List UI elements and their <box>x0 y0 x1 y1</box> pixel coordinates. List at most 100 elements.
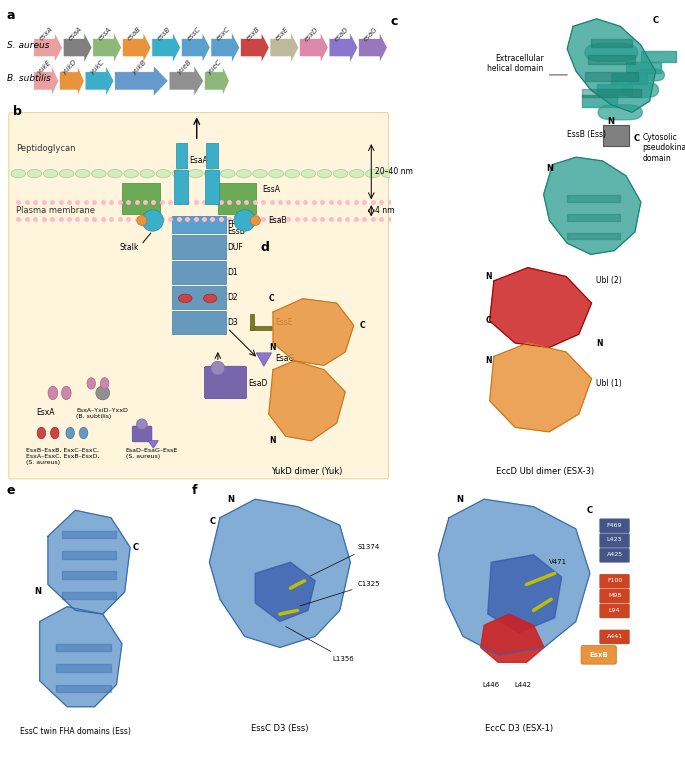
Text: yukC: yukC <box>89 59 105 76</box>
Polygon shape <box>34 32 62 63</box>
Text: yukD: yukD <box>61 59 78 76</box>
Circle shape <box>211 361 225 375</box>
Ellipse shape <box>334 169 348 178</box>
Text: L423: L423 <box>607 537 622 542</box>
Text: B. subtilis: B. subtilis <box>7 74 51 83</box>
Polygon shape <box>60 66 84 96</box>
Polygon shape <box>34 66 59 96</box>
Ellipse shape <box>269 169 284 178</box>
FancyBboxPatch shape <box>9 112 388 479</box>
Text: D3: D3 <box>227 318 238 327</box>
Text: Extracellular
helical domain: Extracellular helical domain <box>487 54 544 73</box>
FancyBboxPatch shape <box>599 574 630 588</box>
Ellipse shape <box>236 169 251 178</box>
Text: N: N <box>269 436 275 446</box>
Circle shape <box>96 386 110 400</box>
Circle shape <box>234 210 256 231</box>
Bar <box>206 169 219 204</box>
Text: esxE: esxE <box>275 26 290 42</box>
Ellipse shape <box>140 169 155 178</box>
Text: N: N <box>607 118 614 126</box>
Text: essA: essA <box>97 26 113 42</box>
Ellipse shape <box>179 294 192 302</box>
Text: L94: L94 <box>609 608 621 613</box>
Polygon shape <box>210 499 350 648</box>
Polygon shape <box>256 562 315 622</box>
Text: L1356: L1356 <box>286 626 354 662</box>
Polygon shape <box>40 607 122 707</box>
Text: C: C <box>210 517 216 526</box>
Text: A425: A425 <box>606 552 623 557</box>
Text: Peptidoglycan: Peptidoglycan <box>16 143 76 153</box>
Polygon shape <box>598 105 643 120</box>
Text: Ubl (1): Ubl (1) <box>596 378 621 388</box>
Text: Cytosolic
pseudokinase
domain: Cytosolic pseudokinase domain <box>643 133 685 163</box>
Bar <box>175 169 188 204</box>
Text: yueB: yueB <box>176 59 192 76</box>
Circle shape <box>251 215 260 226</box>
Text: EssC twin FHA domains (Ess): EssC twin FHA domains (Ess) <box>20 727 131 736</box>
Ellipse shape <box>366 169 380 178</box>
Polygon shape <box>635 69 664 81</box>
Polygon shape <box>85 66 114 96</box>
Ellipse shape <box>92 169 106 178</box>
Text: yukE: yukE <box>36 60 52 76</box>
Text: N: N <box>596 339 602 348</box>
Ellipse shape <box>27 169 42 178</box>
Text: esxB: esxB <box>245 26 261 42</box>
Ellipse shape <box>253 169 267 178</box>
Text: EsaD: EsaD <box>249 379 268 388</box>
Text: EsaG: EsaG <box>275 354 295 363</box>
Text: F100: F100 <box>607 578 622 583</box>
Text: essC: essC <box>186 26 201 42</box>
Polygon shape <box>123 32 151 63</box>
FancyBboxPatch shape <box>132 426 152 442</box>
Bar <box>175 143 187 168</box>
Text: D2: D2 <box>227 293 238 302</box>
Ellipse shape <box>317 169 332 178</box>
Ellipse shape <box>382 169 396 178</box>
Ellipse shape <box>204 169 219 178</box>
Ellipse shape <box>156 169 171 178</box>
Text: C: C <box>133 543 139 552</box>
Text: N: N <box>456 494 463 504</box>
Ellipse shape <box>51 427 59 439</box>
Text: N: N <box>547 164 553 173</box>
Text: C: C <box>653 16 658 25</box>
Text: esxC: esxC <box>215 26 232 42</box>
Text: C1325: C1325 <box>300 581 380 606</box>
Text: N: N <box>227 494 234 504</box>
Text: EsxA: EsxA <box>36 408 55 417</box>
Ellipse shape <box>75 169 90 178</box>
Text: EsaD–EsaG–EssE
(S. aureus): EsaD–EsaG–EssE (S. aureus) <box>126 448 178 459</box>
FancyBboxPatch shape <box>599 629 630 644</box>
Text: a: a <box>7 9 15 22</box>
Text: esxD: esxD <box>303 26 320 43</box>
Ellipse shape <box>87 378 95 389</box>
Text: M98: M98 <box>608 593 621 598</box>
Text: EccD Ubl dimer (ESX-3): EccD Ubl dimer (ESX-3) <box>496 467 594 476</box>
FancyBboxPatch shape <box>599 519 630 533</box>
Circle shape <box>142 210 163 231</box>
Text: EsaA: EsaA <box>189 156 208 165</box>
Polygon shape <box>488 555 562 633</box>
Ellipse shape <box>108 169 123 178</box>
Polygon shape <box>169 66 203 96</box>
Ellipse shape <box>60 169 74 178</box>
Text: F469: F469 <box>607 523 622 528</box>
Text: Plasma membrane: Plasma membrane <box>16 206 95 215</box>
Text: EssA: EssA <box>262 185 280 195</box>
Polygon shape <box>623 82 658 98</box>
Polygon shape <box>63 32 92 63</box>
FancyBboxPatch shape <box>599 589 630 604</box>
Text: Ubl (2): Ubl (2) <box>596 276 621 285</box>
Text: N: N <box>486 272 492 281</box>
Bar <box>251 314 254 330</box>
Text: L446: L446 <box>483 681 500 687</box>
Text: EsxA–YxiD–YxxD
(B. subtilis): EsxA–YxiD–YxxD (B. subtilis) <box>76 408 128 419</box>
Text: EssB (Ess): EssB (Ess) <box>567 130 606 139</box>
Polygon shape <box>481 614 544 662</box>
Text: N: N <box>269 343 275 352</box>
Text: 20–40 nm: 20–40 nm <box>375 167 413 176</box>
Text: yueC: yueC <box>206 59 223 76</box>
